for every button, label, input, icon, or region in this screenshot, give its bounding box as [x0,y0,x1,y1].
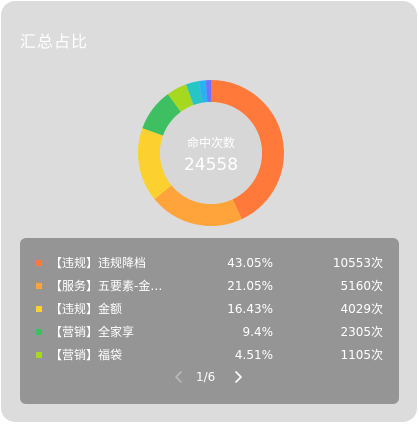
legend-percent: 43.05% [227,256,273,270]
legend-percent: 16.43% [227,302,273,316]
legend-count: 2305次 [340,325,383,339]
donut-slice-6[interactable] [198,80,208,103]
legend-count: 1105次 [340,348,383,362]
donut-slice-5[interactable] [186,81,203,106]
legend-color-dot [36,306,42,312]
chevron-right-icon[interactable] [231,370,245,384]
legend-count: 5160次 [340,279,383,293]
legend-panel: 【违规】违规降档 43.05% 10553次 【服务】五要素-金… 21.05%… [20,238,399,404]
donut-slice-0[interactable] [211,80,284,220]
legend-percent: 4.51% [234,348,273,362]
legend-name: 【违规】金额 [50,302,123,316]
legend-percent: 9.4% [242,325,274,339]
legend-color-dot [36,260,42,266]
legend-name: 【违规】违规降档 [50,256,147,270]
legend-row[interactable]: 【违规】金额 16.43% 4029次 [20,298,399,320]
donut-slice-7[interactable] [205,80,211,103]
donut-slice-4[interactable] [167,84,194,112]
legend-name: 【服务】五要素-金… [50,279,163,293]
legend-name: 【营销】福袋 [50,348,123,362]
legend-row[interactable]: 【违规】违规降档 43.05% 10553次 [20,252,399,274]
donut-svg [138,80,284,226]
card-title: 汇总占比 [20,32,89,51]
donut-chart: 命中次数 24558 [138,80,284,226]
legend-row[interactable]: 【服务】五要素-金… 21.05% 5160次 [20,275,399,297]
legend-row[interactable]: 【营销】全家享 9.4% 2305次 [20,321,399,343]
pagination: 1/6 [20,366,399,388]
legend-color-dot [36,352,42,358]
page-indicator: 1/6 [196,370,216,384]
donut-center-value: 24558 [183,155,239,175]
chevron-left-icon[interactable] [172,370,186,384]
donut-center-label: 命中次数 [186,136,235,150]
legend-color-dot [36,283,42,289]
donut-slice-3[interactable] [142,94,181,136]
legend-name: 【营销】全家享 [50,325,135,339]
legend-color-dot [36,329,42,335]
legend-count: 4029次 [340,302,383,316]
donut-hole [160,102,262,204]
donut-slice-2[interactable] [138,128,172,200]
legend-count: 10553次 [332,256,383,270]
legend-percent: 21.05% [227,279,273,293]
legend-row[interactable]: 【营销】福袋 4.51% 1105次 [20,344,399,366]
donut-slice-1[interactable] [154,185,242,226]
